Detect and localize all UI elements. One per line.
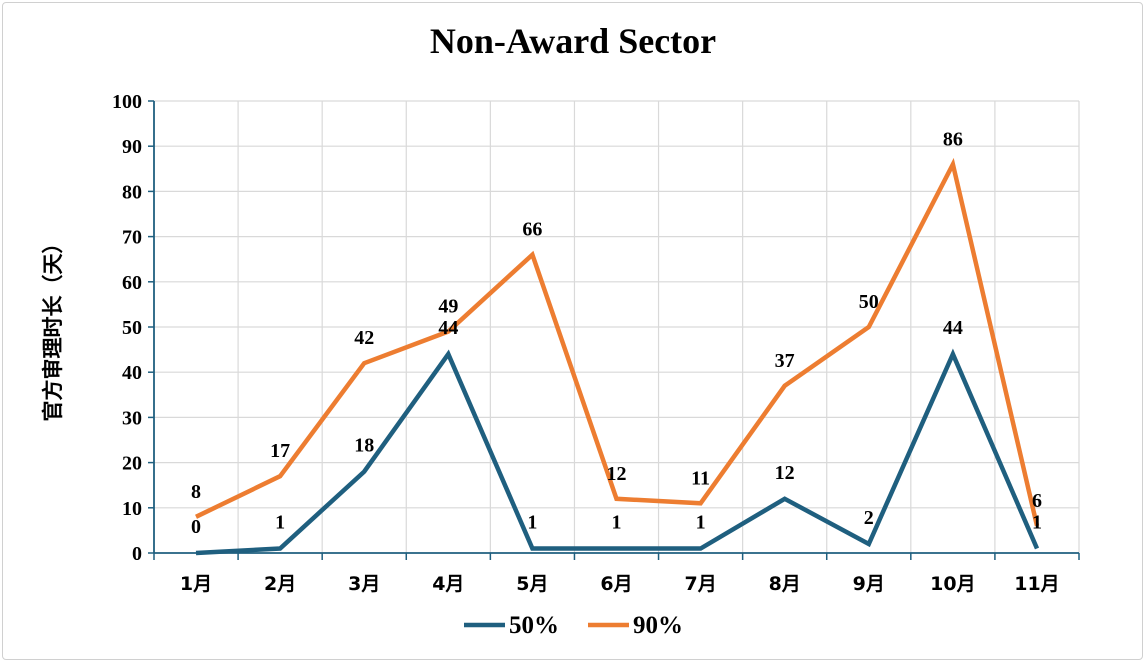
y-tick-label: 90 — [122, 136, 142, 158]
data-label: 1 — [275, 511, 285, 533]
legend-label-50%: 50% — [509, 612, 559, 639]
data-label: 37 — [775, 350, 795, 372]
y-tick-label: 0 — [132, 543, 142, 565]
data-label: 50 — [859, 291, 879, 313]
gridlines — [154, 100, 1080, 553]
data-label: 42 — [354, 327, 374, 349]
y-tick-label: 10 — [122, 498, 142, 520]
y-axis-label: 官方审理时长（天） — [41, 233, 65, 422]
y-tick-label: 40 — [122, 362, 142, 384]
data-label: 2 — [864, 507, 874, 529]
data-label: 1 — [527, 511, 537, 533]
chart-title: Non-Award Sector — [430, 21, 716, 61]
y-tick-label: 30 — [122, 407, 142, 429]
x-tick-label: 2月 — [264, 573, 296, 595]
data-label: 49 — [438, 296, 458, 318]
legend-label-90%: 90% — [633, 612, 683, 639]
data-label: 86 — [943, 128, 963, 150]
x-tick-label: 1月 — [180, 573, 212, 595]
x-tick-label: 7月 — [684, 573, 716, 595]
y-tick-label: 60 — [122, 272, 142, 294]
y-tick-label: 70 — [122, 227, 142, 249]
y-tick-label: 50 — [122, 317, 142, 339]
x-tick-label: 11月 — [1014, 573, 1059, 595]
axes — [148, 100, 1080, 560]
x-tick-label: 4月 — [432, 573, 464, 595]
series-lines — [195, 157, 1040, 556]
data-label: 11 — [691, 467, 710, 489]
data-label: 1 — [1032, 511, 1042, 533]
data-label: 12 — [607, 463, 627, 485]
data-label: 1 — [696, 511, 706, 533]
x-tick-label: 8月 — [769, 573, 801, 595]
data-label: 8 — [191, 481, 201, 503]
data-label: 17 — [270, 440, 290, 462]
legend: 50% 90% — [464, 612, 683, 639]
series-line-90% — [195, 157, 1040, 527]
x-tick-labels: 1月 2月 3月 4月 5月 6月 7月 8月 9月 10月 11月 — [180, 573, 1060, 595]
y-tick-label: 20 — [122, 453, 142, 475]
x-tick-label: 3月 — [348, 573, 380, 595]
data-label: 44 — [438, 317, 458, 339]
series-line-50% — [195, 348, 1040, 556]
data-label: 1 — [612, 511, 622, 533]
data-label: 18 — [354, 435, 374, 457]
y-tick-label: 80 — [122, 181, 142, 203]
data-label: 6 — [1032, 490, 1042, 512]
data-label: 0 — [191, 516, 201, 538]
x-tick-label: 10月 — [930, 573, 975, 595]
x-tick-label: 9月 — [853, 573, 885, 595]
data-label: 44 — [943, 317, 963, 339]
data-label: 66 — [522, 219, 542, 241]
x-tick-label: 6月 — [600, 573, 632, 595]
x-tick-label: 5月 — [516, 573, 548, 595]
y-tick-label: 100 — [112, 91, 142, 113]
y-tick-labels: 0 10 20 30 40 50 60 70 80 90 100 — [112, 91, 142, 565]
data-label: 12 — [775, 462, 795, 484]
